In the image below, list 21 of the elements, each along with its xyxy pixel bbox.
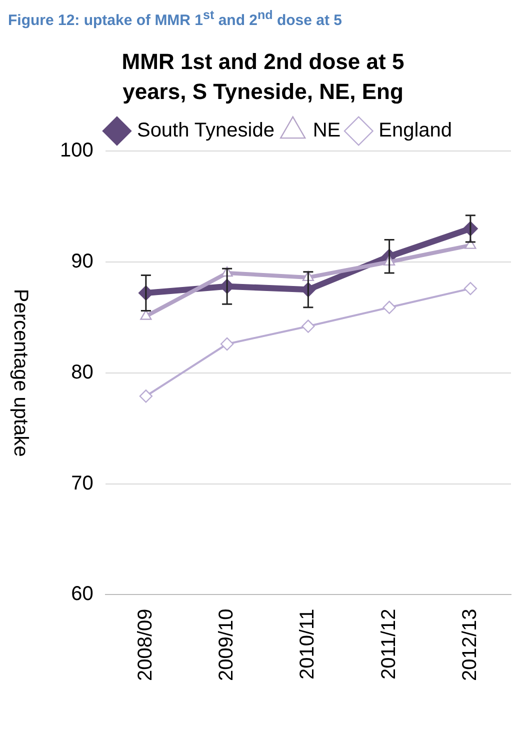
point: [464, 282, 478, 296]
y-tick-label: 60: [71, 583, 94, 606]
x-tick-label: 2008/09: [134, 608, 156, 681]
x-tick-label: 2011/12: [378, 608, 400, 680]
point: [220, 337, 234, 351]
x-tick-label: 2012/13: [458, 608, 481, 681]
legend-label: England: [378, 120, 452, 142]
point: [382, 300, 396, 314]
point: [139, 390, 153, 403]
x-tick-label: 2009/10: [216, 608, 238, 681]
legend-label: NE: [312, 120, 341, 142]
legend-label: South Tyneside: [136, 120, 274, 142]
caption: Figure 12: uptake of MMR 1$^{st}$ and 2$^{nd}$ dose at 5: [8, 8, 343, 29]
y-tick-label: 70: [71, 472, 94, 494]
chart-title: MMR 1st and 2nd dose at 5 years, S Tyneside, NE, Eng: [120, 48, 406, 106]
x-tick-label: 2010/11: [296, 608, 319, 680]
point: [302, 320, 315, 333]
y-tick-label: 80: [71, 361, 94, 384]
y-tick-label: 90: [71, 250, 94, 272]
y-tick-label: 100: [60, 140, 94, 162]
y-axis-title: Percentage uptake: [9, 288, 32, 457]
